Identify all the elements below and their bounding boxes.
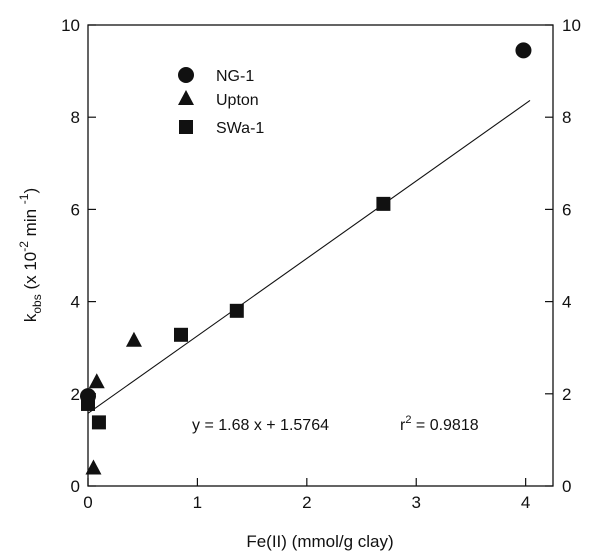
x-tick-label: 2 bbox=[302, 493, 311, 512]
point-swa1 bbox=[81, 396, 95, 411]
legend-label-swa1: SWa-1 bbox=[216, 120, 264, 137]
legend: NG-1 Upton SWa-1 bbox=[178, 67, 264, 137]
y-tick-label-left: 0 bbox=[71, 477, 80, 496]
legend-marker-upton bbox=[178, 90, 194, 105]
y-tick-label-right: 10 bbox=[562, 16, 581, 35]
x-tick-label: 4 bbox=[521, 493, 530, 512]
legend-marker-ng1 bbox=[178, 67, 194, 83]
r-squared: r2 = 0.9818 bbox=[400, 414, 479, 434]
legend-label-upton: Upton bbox=[216, 92, 259, 109]
y-tick-label-left: 6 bbox=[71, 200, 80, 219]
y-tick-label-right: 2 bbox=[562, 385, 571, 404]
y-label-sup2: -1 bbox=[17, 193, 31, 204]
point-upton bbox=[125, 331, 142, 347]
point-ng1 bbox=[515, 42, 532, 59]
x-tick-label: 0 bbox=[83, 493, 92, 512]
y-label-sup: -2 bbox=[17, 241, 31, 252]
y-tick-label-right: 0 bbox=[562, 477, 571, 496]
y-tick-label-left: 4 bbox=[71, 293, 80, 312]
x-tick-label: 1 bbox=[193, 493, 202, 512]
y-tick-label-right: 8 bbox=[562, 108, 571, 127]
y-label-post: ) bbox=[21, 188, 40, 194]
fit-equation: y = 1.68 x + 1.5764 bbox=[192, 417, 329, 434]
y-tick-label-left: 2 bbox=[71, 385, 80, 404]
y-label-sub: obs bbox=[30, 294, 44, 313]
x-tick-label: 3 bbox=[412, 493, 421, 512]
fit-line-layer bbox=[87, 99, 531, 414]
y-tick-label-right: 4 bbox=[562, 293, 571, 312]
data-points-layer bbox=[80, 42, 532, 475]
point-swa1 bbox=[229, 303, 244, 318]
x-axis-label: Fe(II) (mmol/g clay) bbox=[246, 532, 393, 551]
point-swa1 bbox=[91, 415, 106, 430]
point-upton bbox=[85, 459, 102, 475]
point-upton bbox=[88, 373, 105, 389]
y-axis-label: kobs (x 10-2 min -1) bbox=[17, 188, 44, 322]
legend-marker-swa1 bbox=[179, 120, 193, 134]
y-label-pre: (x 10 bbox=[21, 252, 40, 295]
ticks-layer: 0 1 2 3 40 02 24 46 68 810 10 bbox=[61, 16, 581, 512]
r-squared-sup: 2 bbox=[405, 414, 411, 426]
legend-label-ng1: NG-1 bbox=[216, 68, 254, 85]
r-squared-prefix: r bbox=[400, 417, 406, 434]
y-tick-label-left: 10 bbox=[61, 16, 80, 35]
y-tick-label-left: 8 bbox=[71, 108, 80, 127]
point-swa1 bbox=[376, 196, 391, 211]
y-label-mid: min bbox=[21, 204, 40, 241]
fit-line bbox=[87, 99, 531, 414]
y-label-main: k bbox=[21, 313, 40, 322]
point-swa1 bbox=[174, 327, 188, 342]
r-squared-value: = 0.9818 bbox=[411, 417, 478, 434]
y-tick-label-right: 6 bbox=[562, 200, 571, 219]
plot-frame bbox=[87, 24, 554, 487]
